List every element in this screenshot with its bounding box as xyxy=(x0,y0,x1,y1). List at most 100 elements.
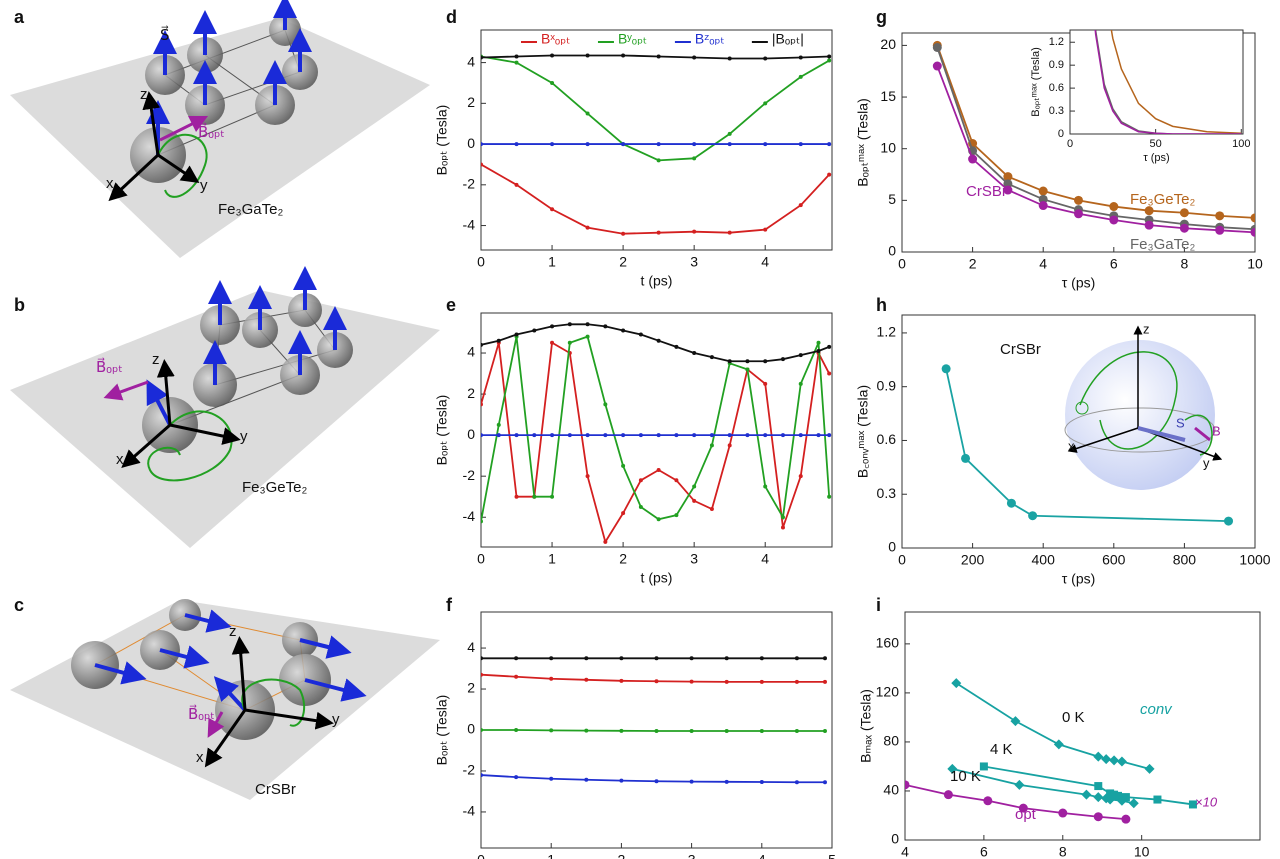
x-tick-label: 1000 xyxy=(1239,552,1270,568)
marker xyxy=(514,494,519,499)
marker xyxy=(816,340,821,345)
marker xyxy=(692,142,697,147)
label: x xyxy=(196,749,204,766)
marker xyxy=(481,672,483,677)
marker xyxy=(654,656,659,661)
series-group xyxy=(1094,30,1242,134)
x-tick-label: 2 xyxy=(619,551,627,567)
x-tick-label: 0 xyxy=(477,852,485,859)
y-tick-label: 1.2 xyxy=(877,324,897,340)
marker xyxy=(727,142,732,147)
marker xyxy=(550,53,555,58)
x-tick-label: 6 xyxy=(1110,256,1118,272)
marker xyxy=(1153,795,1162,804)
marker xyxy=(654,729,659,734)
marker xyxy=(621,463,626,468)
y-tick-label: 0 xyxy=(888,243,896,259)
spins xyxy=(146,0,312,155)
marker xyxy=(1028,511,1038,521)
field-arrow xyxy=(159,115,209,142)
marker xyxy=(1010,716,1021,727)
chart: -4 -2 0 2 4 0 1 2 3 4 5 Bₒₚₜ (Tesla) xyxy=(434,611,836,859)
marker xyxy=(727,56,732,61)
marker xyxy=(654,679,659,684)
y-tick-label: 0 xyxy=(467,721,475,737)
marker xyxy=(603,539,608,544)
y-tick-label: 0 xyxy=(888,539,896,555)
y-tick-label: 0 xyxy=(891,831,899,847)
marker xyxy=(1014,779,1025,790)
marker xyxy=(827,142,832,147)
x-tick-label: 5 xyxy=(828,852,836,859)
y-axis-label: Bₘₐₓ (Tesla) xyxy=(858,689,874,763)
annotation: y xyxy=(1203,455,1210,470)
label: CrSBr xyxy=(255,781,296,798)
marker xyxy=(585,53,590,58)
trajectory xyxy=(147,410,233,482)
x-tick-label: 4 xyxy=(901,844,909,859)
marker xyxy=(1128,798,1139,809)
marker xyxy=(481,402,483,407)
marker xyxy=(727,433,732,438)
marker xyxy=(674,433,679,438)
marker xyxy=(532,433,537,438)
x-tick-label: 400 xyxy=(1032,552,1056,568)
chart: 0 0.3 0.6 0.9 1.2 0 200 400 600 800 1000 τ (ps) B꜀ₒₙ… xyxy=(855,314,1271,587)
marker xyxy=(585,474,590,479)
marker xyxy=(1179,208,1189,218)
marker xyxy=(941,364,951,374)
illustration-b: z x y B⃗ₒₚₜ Fe₃GeTe₂ xyxy=(10,266,440,548)
marker xyxy=(780,525,785,530)
marker xyxy=(1215,211,1225,221)
series-group xyxy=(932,40,1255,237)
series-line xyxy=(936,45,1255,219)
marker xyxy=(1144,220,1154,230)
marker xyxy=(514,54,519,59)
annotation: S xyxy=(1176,415,1185,430)
y-tick-label: -4 xyxy=(463,508,476,524)
x-axis-label: t (ps) xyxy=(641,570,673,586)
marker xyxy=(638,478,643,483)
marker xyxy=(1093,812,1103,822)
marker xyxy=(619,778,624,783)
y-tick-label: 0.9 xyxy=(1049,59,1064,71)
x-tick-label: 0 xyxy=(477,551,485,567)
marker xyxy=(983,796,993,806)
axes xyxy=(121,359,241,468)
marker xyxy=(794,729,799,734)
y-tick-label: 0.9 xyxy=(877,377,897,393)
panel-label: g xyxy=(876,7,887,27)
y-tick-label: 20 xyxy=(880,36,896,52)
marker xyxy=(567,322,572,327)
plane xyxy=(10,18,430,258)
marker xyxy=(827,494,832,499)
marker xyxy=(822,780,827,785)
marker xyxy=(1081,789,1092,800)
marker xyxy=(727,359,732,364)
marker xyxy=(763,433,768,438)
marker xyxy=(532,494,537,499)
y-tick-label: 15 xyxy=(880,88,896,104)
marker xyxy=(1215,225,1225,235)
annotation: z xyxy=(1143,321,1150,336)
y-tick-label: 4 xyxy=(467,53,475,69)
series-label: opt xyxy=(1015,806,1037,823)
marker xyxy=(1003,185,1013,195)
marker xyxy=(759,780,764,785)
field-arrow xyxy=(103,380,149,401)
marker xyxy=(827,344,832,349)
marker xyxy=(481,656,483,661)
marker xyxy=(709,507,714,512)
marker xyxy=(1074,195,1083,205)
marker xyxy=(1144,763,1155,774)
marker xyxy=(745,359,750,364)
marker xyxy=(822,729,827,734)
marker xyxy=(514,142,519,147)
marker xyxy=(619,678,624,683)
label: Fe₃GaTe₂ xyxy=(218,201,283,218)
marker xyxy=(550,142,555,147)
x-tick-label: 0 xyxy=(898,256,906,272)
marker xyxy=(603,324,608,329)
marker xyxy=(514,60,519,65)
panel-label: a xyxy=(14,7,25,27)
